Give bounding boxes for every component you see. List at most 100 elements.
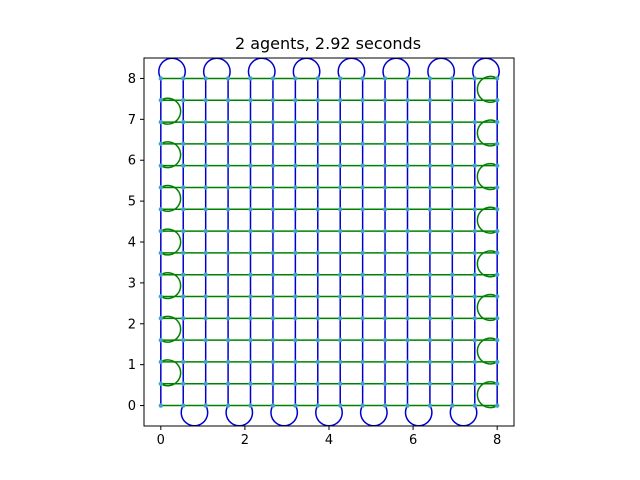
- blue-turn-arc: [472, 57, 500, 79]
- waypoint-marker: [225, 76, 231, 81]
- waypoint-marker: [472, 294, 477, 299]
- waypoint-marker: [203, 381, 208, 386]
- waypoint-marker: [450, 359, 455, 365]
- waypoint-marker: [270, 141, 276, 147]
- green-turn-arc: [160, 315, 182, 343]
- green-turn-arc: [476, 381, 498, 409]
- waypoint-marker: [338, 163, 343, 168]
- waypoint-marker: [338, 272, 343, 277]
- waypoint-marker: [248, 250, 253, 256]
- waypoint-marker: [270, 119, 276, 125]
- waypoint-marker: [472, 207, 477, 212]
- waypoint-marker: [472, 119, 477, 125]
- waypoint-marker: [248, 228, 253, 234]
- waypoint-marker: [315, 76, 320, 81]
- waypoint-marker: [360, 403, 365, 408]
- x-tick-label: 8: [493, 433, 501, 448]
- waypoint-marker: [494, 228, 500, 234]
- y-tick-label: 3: [128, 276, 136, 291]
- waypoint-marker: [405, 294, 410, 299]
- waypoint-marker: [158, 163, 164, 168]
- x-tick-label: 4: [325, 433, 333, 448]
- waypoint-marker: [181, 119, 186, 125]
- blue-turn-arc: [270, 405, 299, 427]
- waypoint-marker: [248, 381, 253, 386]
- waypoint-marker: [248, 316, 253, 321]
- waypoint-marker: [494, 141, 500, 147]
- waypoint-marker: [405, 185, 410, 190]
- waypoint-marker: [158, 250, 164, 256]
- waypoint-marker: [181, 163, 186, 168]
- waypoint-marker: [315, 250, 320, 256]
- waypoint-marker: [225, 337, 231, 343]
- waypoint-marker: [270, 403, 276, 408]
- waypoint-marker: [450, 185, 455, 190]
- waypoint-marker: [181, 272, 186, 277]
- waypoint-marker: [293, 316, 298, 321]
- waypoint-marker: [248, 163, 253, 168]
- waypoint-marker: [472, 381, 477, 386]
- waypoint-marker: [203, 337, 208, 343]
- waypoint-marker: [382, 316, 388, 321]
- waypoint-marker: [158, 316, 164, 321]
- waypoint-marker: [360, 141, 365, 147]
- waypoint-marker: [203, 359, 208, 365]
- waypoint-marker: [270, 381, 276, 386]
- axes-frame: [143, 57, 515, 427]
- waypoint-marker: [427, 403, 433, 408]
- waypoint-marker: [382, 381, 388, 386]
- waypoint-marker: [405, 141, 410, 147]
- waypoint-marker: [338, 359, 343, 365]
- waypoint-marker: [405, 381, 410, 386]
- waypoint-marker: [382, 163, 388, 168]
- waypoint-marker: [315, 272, 320, 277]
- waypoint-marker: [315, 228, 320, 234]
- waypoint-marker: [472, 272, 477, 277]
- waypoint-marker: [338, 76, 343, 81]
- waypoint-marker: [225, 207, 231, 212]
- waypoint-marker: [203, 98, 208, 103]
- waypoint-marker: [293, 250, 298, 256]
- y-tick-label: 6: [128, 154, 136, 169]
- waypoint-marker: [472, 185, 477, 190]
- waypoint-marker: [360, 272, 365, 277]
- waypoint-marker: [203, 250, 208, 256]
- waypoint-marker: [360, 76, 365, 81]
- waypoint-marker: [360, 359, 365, 365]
- x-tick-label: 6: [409, 433, 417, 448]
- waypoint-marker: [405, 98, 410, 103]
- waypoint-marker: [315, 163, 320, 168]
- waypoint-marker: [293, 163, 298, 168]
- waypoint-marker: [248, 98, 253, 103]
- blue-turn-arc: [449, 405, 478, 427]
- waypoint-marker: [450, 316, 455, 321]
- waypoint-marker: [360, 207, 365, 212]
- blue-turn-arc: [158, 57, 186, 79]
- waypoint-marker: [450, 163, 455, 168]
- waypoint-marker: [338, 228, 343, 234]
- waypoint-marker: [293, 294, 298, 299]
- waypoint-marker: [382, 76, 388, 81]
- blue-turn-arc: [404, 405, 433, 427]
- waypoint-marker: [225, 185, 231, 190]
- waypoint-marker: [472, 76, 477, 81]
- green-turn-arc: [160, 184, 182, 212]
- waypoint-marker: [315, 141, 320, 147]
- waypoint-marker: [315, 381, 320, 386]
- waypoint-marker: [225, 403, 231, 408]
- waypoint-marker: [450, 98, 455, 103]
- green-turn-arc: [476, 250, 498, 278]
- waypoint-marker: [450, 250, 455, 256]
- waypoint-marker: [248, 207, 253, 212]
- waypoint-marker: [382, 98, 388, 103]
- waypoint-marker: [293, 207, 298, 212]
- waypoint-marker: [315, 207, 320, 212]
- waypoint-marker: [382, 403, 388, 408]
- waypoint-marker: [315, 98, 320, 103]
- waypoint-marker: [293, 359, 298, 365]
- waypoint-marker: [225, 163, 231, 168]
- waypoint-marker: [360, 250, 365, 256]
- waypoint-marker: [427, 381, 433, 386]
- waypoint-marker: [405, 163, 410, 168]
- blue-turn-arc: [337, 57, 366, 79]
